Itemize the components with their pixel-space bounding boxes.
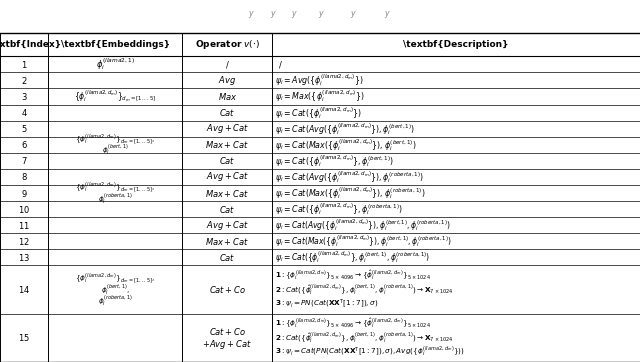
Text: $\{\phi_i^{(llama2,d_m)}\}_{d_m=[1...5]},$: $\{\phi_i^{(llama2,d_m)}\}_{d_m=[1...5]}…	[75, 271, 156, 285]
Text: $\psi_i = Max(\{\phi_i^{(llama2,d_m)}\})$: $\psi_i = Max(\{\phi_i^{(llama2,d_m)}\})…	[275, 89, 365, 105]
Text: $\mathbf{3}:\psi_i = PN(Cat(\mathbf{X}\mathbf{X}^\mathrm{T}[1:7]), \sigma)$: $\mathbf{3}:\psi_i = PN(Cat(\mathbf{X}\m…	[275, 297, 379, 310]
Text: $Cat+Co$: $Cat+Co$	[209, 284, 246, 295]
Text: $Cat+Co$: $Cat+Co$	[209, 326, 246, 337]
Text: $Avg+Cat$: $Avg+Cat$	[205, 122, 249, 135]
Text: $\mathbf{Operator}\ v(\cdot)$: $\mathbf{Operator}\ v(\cdot)$	[195, 38, 260, 51]
Text: $\{\phi_i^{(llama2,d_m)}\}_{d_m=[1...5]},$: $\{\phi_i^{(llama2,d_m)}\}_{d_m=[1...5]}…	[75, 132, 156, 146]
Text: $15$: $15$	[18, 332, 30, 344]
Text: $Max+Cat$: $Max+Cat$	[205, 236, 249, 247]
Text: $/$: $/$	[225, 59, 230, 70]
Text: $7$: $7$	[20, 155, 28, 167]
Text: $14$: $14$	[18, 284, 30, 295]
Text: $10$: $10$	[18, 204, 30, 215]
Text: $Max+Cat$: $Max+Cat$	[205, 188, 249, 199]
Text: $6$: $6$	[20, 139, 28, 150]
Text: \textbf{Description}: \textbf{Description}	[403, 40, 509, 49]
Text: $5$: $5$	[20, 123, 28, 134]
Text: $\psi_i = Avg(\{\phi_i^{(llama2,d_m)}\})$: $\psi_i = Avg(\{\phi_i^{(llama2,d_m)}\})…	[275, 72, 364, 88]
Text: $Avg+Cat$: $Avg+Cat$	[205, 171, 249, 184]
Text: $\mathbf{2}:Cat(\{\hat{\phi}_i^{(llama2,d_m)}\}, \phi_i^{(bert,1)}, \phi_i^{(rob: $\mathbf{2}:Cat(\{\hat{\phi}_i^{(llama2,…	[275, 331, 454, 345]
Text: \textbf{Embeddings}: \textbf{Embeddings}	[61, 40, 170, 49]
Text: $\psi_i = Cat(\{\phi_i^{(llama2,d_m)}\})$: $\psi_i = Cat(\{\phi_i^{(llama2,d_m)}\})…	[275, 105, 362, 121]
Text: $\phi_i^{(bert,1)}$: $\phi_i^{(bert,1)}$	[102, 143, 129, 157]
Text: $9$: $9$	[20, 188, 28, 199]
Text: $\psi_i = Cat(Max(\{\phi_i^{(llama2,d_m)}\}), \phi_i^{(bert,1)}, \phi_i^{(robert: $\psi_i = Cat(Max(\{\phi_i^{(llama2,d_m)…	[275, 233, 452, 249]
Text: $\phi_i^{(llama2,1)}$: $\phi_i^{(llama2,1)}$	[96, 56, 134, 72]
Text: $3$: $3$	[20, 91, 28, 102]
Text: $12$: $12$	[18, 236, 30, 247]
Text: $Cat$: $Cat$	[219, 252, 236, 263]
Text: $y\ \ \ \ \ \ \ y\ \ \ \ \ \ \ y\ \ \ \ \ \ \ \ \ y\ \ \ \ \ \ \ \ \ \ \ y\ \ \ : $y\ \ \ \ \ \ \ y\ \ \ \ \ \ \ y\ \ \ \ …	[248, 9, 392, 20]
Text: $\phi_i^{(bert,1)},$: $\phi_i^{(bert,1)},$	[100, 283, 130, 296]
Text: $Avg$: $Avg$	[218, 74, 236, 87]
Text: $Max+Cat$: $Max+Cat$	[205, 139, 249, 150]
Text: $\psi_i = Cat(Max(\{\phi_i^{(llama2,d_m)}\}), \phi_i^{(bert,1)})$: $\psi_i = Cat(Max(\{\phi_i^{(llama2,d_m)…	[275, 137, 417, 153]
Text: $+Avg+Cat$: $+Avg+Cat$	[202, 338, 252, 351]
Text: $Max$: $Max$	[218, 91, 237, 102]
Text: $\psi_i = Cat(Avg(\{\phi_i^{(llama2,d_m)}\}), \phi_i^{(bert,1)}, \phi_i^{(robert: $\psi_i = Cat(Avg(\{\phi_i^{(llama2,d_m)…	[275, 217, 451, 233]
Text: $\psi_i = Cat(\{\phi_i^{(llama2,d_m)}\}, \phi_i^{(roberta,1)})$: $\psi_i = Cat(\{\phi_i^{(llama2,d_m)}\},…	[275, 201, 403, 217]
Text: $13$: $13$	[18, 252, 30, 263]
Text: \textbf{Index}: \textbf{Index}	[0, 40, 61, 49]
Text: $\mathbf{1}:\{\phi_i^{(llama2,d_m)}\}_{5\times4096} \rightarrow \{\hat{\phi}_i^{: $\mathbf{1}:\{\phi_i^{(llama2,d_m)}\}_{5…	[275, 268, 431, 282]
Text: $11$: $11$	[18, 220, 30, 231]
Text: $\psi_i = Cat(Avg(\{\phi_i^{(llama2,d_m)}\}), \phi_i^{(bert,1)})$: $\psi_i = Cat(Avg(\{\phi_i^{(llama2,d_m)…	[275, 121, 415, 136]
Text: $\psi_i = Cat(\{\phi_i^{(llama2,d_m)}\}, \phi_i^{(bert,1)})$: $\psi_i = Cat(\{\phi_i^{(llama2,d_m)}\},…	[275, 153, 394, 169]
Text: $\{\phi_i^{(llama2,d_m)}\}_{d_m=[1...5]}$: $\{\phi_i^{(llama2,d_m)}\}_{d_m=[1...5]}…	[74, 89, 156, 105]
Text: $\mathbf{3}:\psi_i = Cat(PN(Cat(\mathbf{X}\mathbf{X}^\mathrm{T}[1:7]), \sigma), : $\mathbf{3}:\psi_i = Cat(PN(Cat(\mathbf{…	[275, 345, 465, 359]
Text: $\mathbf{2}:Cat(\{\hat{\phi}_i^{(llama2,d_m)}\}, \phi_i^{(bert,1)}, \phi_i^{(rob: $\mathbf{2}:Cat(\{\hat{\phi}_i^{(llama2,…	[275, 283, 454, 296]
Text: $1$: $1$	[20, 59, 28, 70]
Text: $\mathbf{1}:\{\phi_i^{(llama2,d_m)}\}_{5\times4096} \rightarrow \{\hat{\phi}_i^{: $\mathbf{1}:\{\phi_i^{(llama2,d_m)}\}_{5…	[275, 317, 431, 331]
Text: $Cat$: $Cat$	[219, 107, 236, 118]
Text: $\psi_i = Cat(Max(\{\phi_i^{(llama2,d_m)}\}), \phi_i^{(roberta,1)})$: $\psi_i = Cat(Max(\{\phi_i^{(llama2,d_m)…	[275, 185, 426, 201]
Text: $4$: $4$	[20, 107, 28, 118]
Text: $\phi_i^{(roberta,1)}$: $\phi_i^{(roberta,1)}$	[97, 294, 133, 308]
Text: $\phi_i^{(roberta,1)}$: $\phi_i^{(roberta,1)}$	[97, 192, 133, 206]
Text: $\{\phi_i^{(llama2,d_m)}\}_{d_m=[1...5]},$: $\{\phi_i^{(llama2,d_m)}\}_{d_m=[1...5]}…	[75, 181, 156, 194]
Text: $/$: $/$	[278, 59, 284, 70]
Text: $Cat$: $Cat$	[219, 155, 236, 167]
Text: $\psi_i = Cat(Avg(\{\phi_i^{(llama2,d_m)}\}), \phi_i^{(roberta,1)})$: $\psi_i = Cat(Avg(\{\phi_i^{(llama2,d_m)…	[275, 169, 424, 185]
Text: $Cat$: $Cat$	[219, 204, 236, 215]
Text: $8$: $8$	[20, 172, 28, 182]
Text: $Avg+Cat$: $Avg+Cat$	[205, 219, 249, 232]
Text: $2$: $2$	[20, 75, 28, 86]
Text: $\psi_i = Cat(\{\phi_i^{(llama2,d_m)}\}, \phi_i^{(bert,1)}, \phi_i^{(roberta,1)}: $\psi_i = Cat(\{\phi_i^{(llama2,d_m)}\},…	[275, 249, 431, 265]
